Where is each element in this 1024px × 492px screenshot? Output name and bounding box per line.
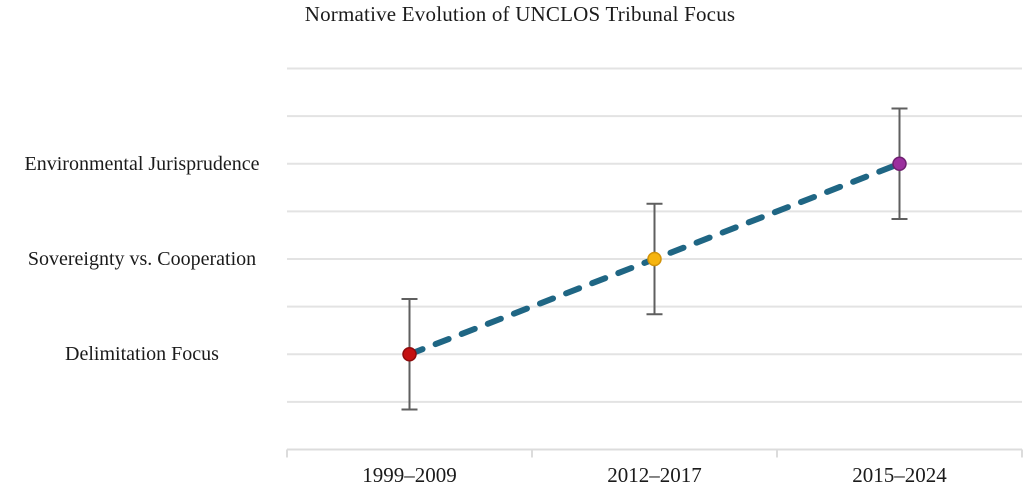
plot-area — [286, 67, 1023, 458]
x-axis-label-1999-2009: 1999–2009 — [362, 463, 457, 487]
x-axis-label-2012-2017: 2012–2017 — [607, 463, 702, 487]
data-point — [892, 156, 907, 171]
x-axis-label-2015-2024: 2015–2024 — [852, 463, 947, 487]
y-axis-label-environmental-jurisprudence: Environmental Jurisprudence — [24, 152, 260, 175]
data-point — [402, 347, 417, 362]
y-axis-label-delimitation-focus: Delimitation Focus — [65, 343, 219, 366]
y-axis-label-sovereignty-vs-cooperation: Sovereignty vs. Cooperation — [27, 248, 257, 270]
chart-title: Normative Evolution of UNCLOS Tribunal F… — [304, 2, 736, 26]
data-point — [647, 251, 662, 267]
